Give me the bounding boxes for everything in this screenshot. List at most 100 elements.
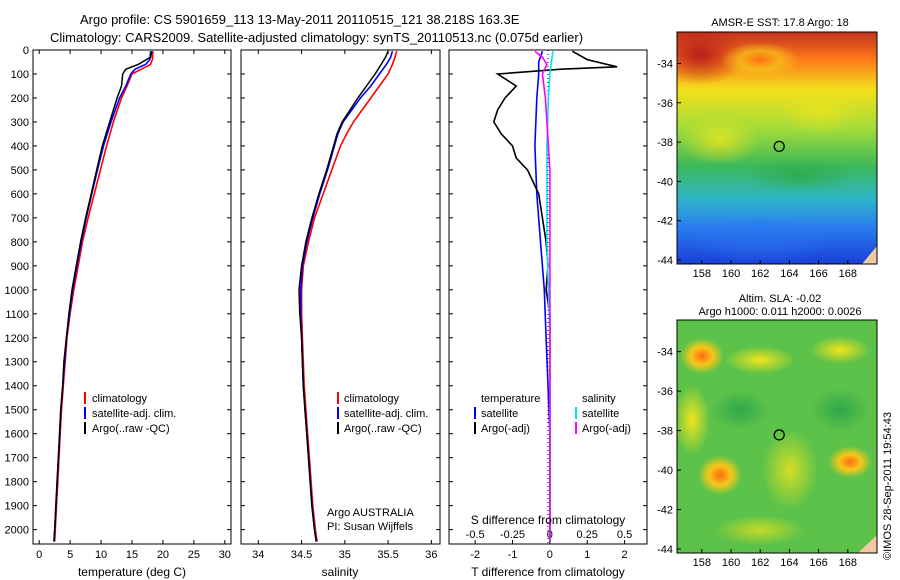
depth-tick-label: 300 bbox=[11, 117, 29, 129]
sst-map-frame bbox=[676, 31, 878, 265]
s-difference-label: S difference from climatology bbox=[471, 513, 626, 527]
temperature-x-label: temperature (deg C) bbox=[78, 565, 186, 579]
lat-tick-label: -42 bbox=[657, 216, 673, 228]
temperature-legend: climatology satellite-adj. clim. Argo(..… bbox=[84, 392, 176, 435]
sst-yellow-patch-2 bbox=[680, 115, 760, 165]
x-tick-label: 15 bbox=[126, 549, 138, 561]
lon-tick-label: 162 bbox=[751, 268, 769, 280]
sst-land bbox=[862, 246, 877, 264]
difference-panel: -2 -1 0 1 2-0.5 -0.25 0 0.25 0.5 temperature sal… bbox=[448, 49, 648, 579]
lat-tick-label: -38 bbox=[657, 137, 673, 149]
x-tick-label: 0 bbox=[36, 549, 42, 561]
legend-argo: Argo(..raw -QC) bbox=[92, 423, 170, 435]
sla-high-4 bbox=[810, 336, 870, 364]
depth-tick-label: 500 bbox=[11, 165, 29, 177]
difference-series-line bbox=[534, 50, 551, 542]
sla-map: Altim. SLA: -0.02 Argo h1000: 0.011 h200… bbox=[657, 293, 878, 569]
header-line1: Argo profile: CS 5901659_113 13-May-2011… bbox=[80, 12, 520, 27]
lat-tick-label: -40 bbox=[657, 176, 673, 188]
depth-tick-label: 1400 bbox=[5, 381, 29, 393]
sla-map-subtitle: Argo h1000: 0.011 h2000: 0.0026 bbox=[698, 306, 861, 318]
x-tick-label: 34.5 bbox=[291, 549, 312, 561]
salinity-series bbox=[298, 50, 398, 542]
legend-climatology: climatology bbox=[92, 393, 148, 405]
lat-tick-label: -34 bbox=[657, 347, 673, 359]
depth-tick-label: 900 bbox=[11, 261, 29, 273]
sal-legend-satellite: satellite-adj. clim. bbox=[344, 408, 428, 420]
sst-warm-band bbox=[720, 42, 800, 78]
sla-high-1 bbox=[680, 338, 724, 374]
difference-series bbox=[492, 50, 618, 542]
depth-tick-label: 1500 bbox=[5, 405, 29, 417]
depth-tick-label: 1200 bbox=[5, 333, 29, 345]
x-tick-label: 10 bbox=[95, 549, 107, 561]
salinity-series-line bbox=[298, 50, 389, 542]
difference-y-ticks bbox=[449, 49, 647, 531]
lat-tick-label: -44 bbox=[657, 255, 673, 267]
depth-tick-label: 600 bbox=[11, 189, 29, 201]
sla-high-3 bbox=[725, 346, 795, 374]
sst-map: AMSR-E SST: 17.8 Argo: 18 -34 -36 -38 -40 -4… bbox=[657, 17, 878, 280]
legend-satellite: satellite-adj. clim. bbox=[92, 408, 176, 420]
depth-axis: 0 100 200 300 400 500 600 700 800 900 1000 1100 1200… bbox=[5, 45, 231, 537]
x-tick-label: 30 bbox=[219, 549, 231, 561]
diff-legend-t-argo: Argo(-adj) bbox=[481, 423, 530, 435]
lon-tick-label: 162 bbox=[751, 557, 769, 569]
lat-tick-label: -42 bbox=[657, 505, 673, 517]
salinity-x-label: salinity bbox=[322, 565, 359, 579]
lat-tick-label: -36 bbox=[657, 98, 673, 110]
depth-tick-label: 1800 bbox=[5, 477, 29, 489]
depth-tick-label: 1000 bbox=[5, 285, 29, 297]
depth-tick-label: 200 bbox=[11, 93, 29, 105]
sal-legend-climatology: climatology bbox=[344, 393, 400, 405]
sla-low-2 bbox=[710, 390, 770, 430]
sla-high-8 bbox=[715, 515, 805, 545]
lon-tick-label: 160 bbox=[722, 268, 740, 280]
difference-legend: temperature salinity satellite Argo(-adj… bbox=[474, 393, 631, 435]
s-diff-tick-label: 0.25 bbox=[577, 529, 598, 541]
depth-tick-label: 800 bbox=[11, 237, 29, 249]
diff-legend-s-satellite: satellite bbox=[582, 408, 619, 420]
depth-tick-label: 1100 bbox=[5, 309, 29, 321]
sla-high-2 bbox=[677, 385, 710, 455]
lon-tick-label: 160 bbox=[722, 557, 740, 569]
sst-map-axes: -34 -36 -38 -40 -42 -44 158 160 162 164 166 168 bbox=[657, 58, 857, 280]
s-diff-tick-label: -0.5 bbox=[466, 529, 485, 541]
lon-tick-label: 164 bbox=[780, 557, 798, 569]
lon-tick-label: 168 bbox=[839, 557, 857, 569]
depth-tick-label: 0 bbox=[23, 45, 29, 57]
sla-float-marker bbox=[773, 429, 785, 441]
lon-tick-label: 158 bbox=[693, 268, 711, 280]
temperature-panel: 0100200300400500600700800900100011001200… bbox=[5, 45, 232, 579]
lat-tick-label: -38 bbox=[657, 426, 673, 438]
difference-x-axis: -2 -1 0 1 2-0.5 -0.25 0 0.25 0.5 bbox=[466, 529, 633, 561]
x-tick-label: 25 bbox=[188, 549, 200, 561]
salinity-y-ticks bbox=[241, 49, 440, 531]
depth-tick-label: 700 bbox=[11, 213, 29, 225]
depth-tick-label: 2000 bbox=[5, 525, 29, 537]
depth-tick-label: 1700 bbox=[5, 453, 29, 465]
difference-series-line bbox=[492, 50, 618, 542]
salinity-series-line bbox=[299, 50, 394, 542]
depth-tick-label: 400 bbox=[11, 141, 29, 153]
x-tick-label: 20 bbox=[157, 549, 169, 561]
diff-legend-s-argo: Argo(-adj) bbox=[582, 423, 631, 435]
t-diff-tick-label: -1 bbox=[508, 549, 518, 561]
sla-high-5 bbox=[698, 455, 742, 495]
sla-map-frame bbox=[676, 319, 878, 554]
temperature-axes-frame bbox=[32, 49, 232, 545]
credit-text: ©IMOS 28-Sep-2011 19:54:43 bbox=[882, 412, 894, 560]
lon-tick-label: 166 bbox=[809, 557, 827, 569]
sal-legend-argo: Argo(..raw -QC) bbox=[344, 423, 422, 435]
t-difference-label: T difference from climatology bbox=[471, 565, 625, 579]
sst-float-marker bbox=[773, 140, 785, 153]
depth-tick-label: 1300 bbox=[5, 357, 29, 369]
temperature-x-axis: 0 5 10 15 20 25 30 bbox=[36, 50, 231, 561]
salinity-legend: climatology satellite-adj. clim. Argo(..… bbox=[337, 392, 428, 435]
header-line2: Climatology: CARS2009. Satellite-adjuste… bbox=[50, 30, 583, 45]
sla-high-7 bbox=[762, 430, 818, 510]
legend-header-temperature: temperature bbox=[481, 393, 540, 405]
salinity-series-line bbox=[300, 50, 398, 542]
lon-tick-label: 164 bbox=[780, 268, 798, 280]
sla-map-axes: -34 -36 -38 -40 -42 -44 158 160 162 164 166 168 bbox=[657, 347, 857, 569]
